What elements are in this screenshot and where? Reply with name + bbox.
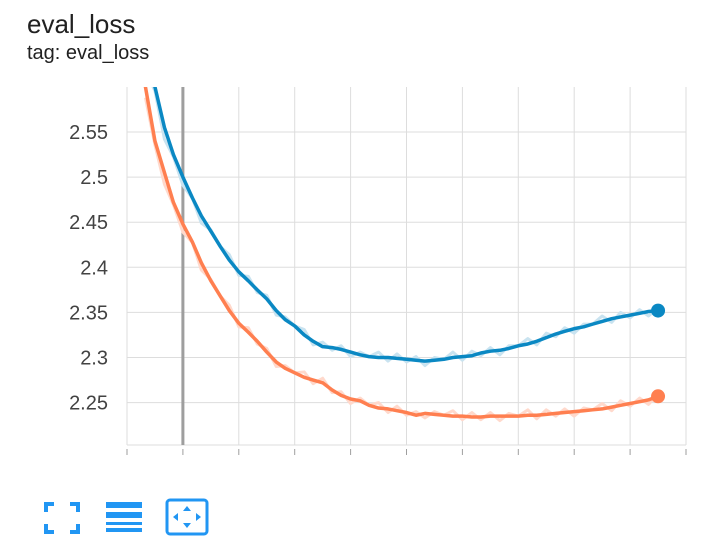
y-tick-label: 2.25: [69, 393, 108, 415]
toggle-log-scale-icon: [106, 502, 142, 532]
y-tick-label: 2.55: [69, 122, 108, 144]
chart-title: eval_loss: [27, 9, 136, 39]
toggle-log-scale-button[interactable]: [102, 496, 146, 540]
line-chart: 2.25 2.3 2.35 2.4 2.45 2.5 2.55: [69, 87, 687, 455]
y-tick-label: 2.45: [69, 212, 108, 234]
series-endpoint-dot-0[interactable]: [651, 303, 666, 318]
y-tick-label: 2.3: [80, 348, 108, 370]
series: [143, 87, 660, 423]
series-raw-line-1: [143, 97, 660, 423]
y-tick-label: 2.5: [80, 167, 108, 189]
chart-tag: tag: eval_loss: [27, 42, 150, 64]
fit-domain-icon: [165, 498, 209, 536]
series-line-0: [153, 87, 660, 363]
y-tick-labels: 2.25 2.3 2.35 2.4 2.45 2.5 2.55: [69, 122, 108, 415]
series-raw-line-0: [151, 87, 660, 368]
y-tick-label: 2.35: [69, 302, 108, 324]
axes: [126, 87, 686, 446]
fit-domain-button[interactable]: [164, 496, 209, 540]
y-tick-label: 2.4: [80, 257, 108, 279]
fullscreen-icon: [44, 502, 80, 534]
fullscreen-button[interactable]: [40, 496, 84, 540]
series-endpoint-dot-1[interactable]: [651, 389, 666, 404]
grid: [126, 87, 687, 455]
series-line-1: [143, 87, 660, 419]
